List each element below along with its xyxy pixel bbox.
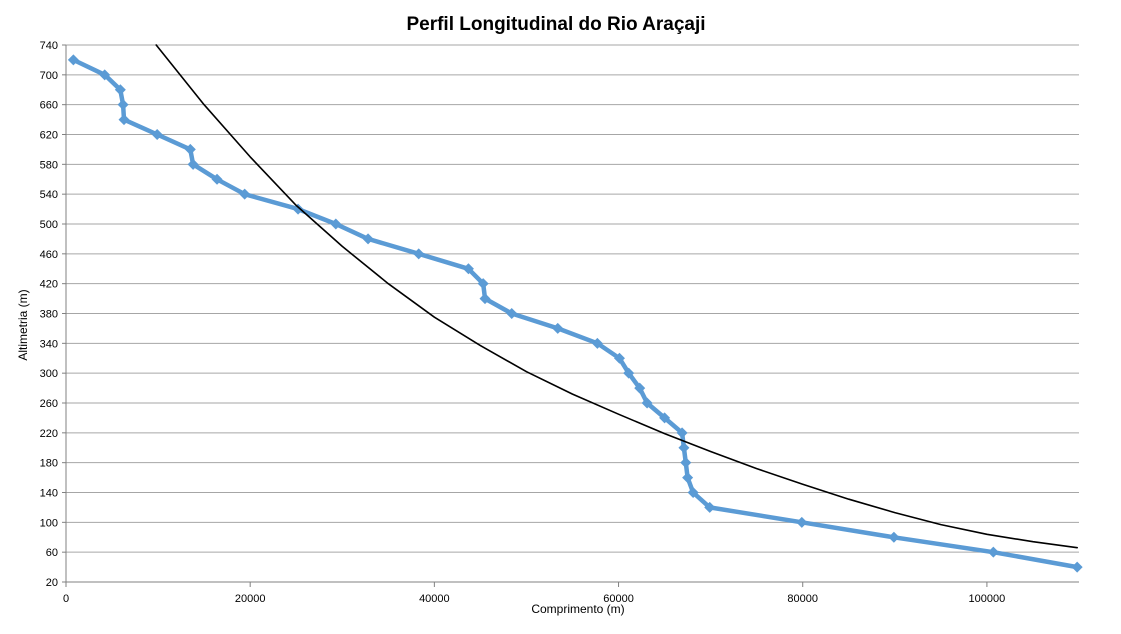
y-tick-label: 700 — [40, 70, 58, 82]
axes — [62, 44, 1079, 587]
y-tick-label: 100 — [40, 517, 58, 529]
y-tick-label: 180 — [40, 458, 58, 470]
y-tick-label: 460 — [40, 249, 58, 261]
profile-point-marker — [211, 173, 223, 185]
profile-point-marker — [680, 457, 692, 469]
data-series — [67, 44, 1083, 573]
y-tick-label: 540 — [40, 189, 58, 201]
profile-point-marker — [623, 367, 635, 379]
profile-point-marker — [506, 308, 518, 319]
x-tick-label: 60000 — [603, 593, 634, 605]
x-tick-labels: 0 20000 40000 60000 80000 100000 — [63, 593, 1005, 605]
y-tick-label: 620 — [40, 130, 58, 142]
y-tick-label: 340 — [40, 338, 58, 350]
profile-point-marker — [187, 158, 199, 170]
y-tick-label: 660 — [40, 100, 58, 112]
profile-point-marker — [413, 248, 425, 260]
chart-title: Perfil Longitudinal do Rio Araçaji — [406, 14, 705, 35]
y-tick-labels: 20 60 100 140 180 220 260 300 340 380 420 460 500 540… — [40, 40, 58, 589]
y-tick-label: 140 — [40, 488, 58, 500]
x-tick-label: 100000 — [969, 593, 1006, 605]
y-tick-label: 300 — [40, 368, 58, 380]
profile-point-marker — [987, 546, 999, 558]
profile-point-marker — [1071, 561, 1083, 573]
profile-point-marker — [362, 233, 374, 245]
y-tick-label: 20 — [46, 577, 58, 589]
profile-point-marker — [888, 531, 900, 543]
profile-point-marker — [477, 278, 489, 290]
profile-point-marker — [591, 337, 603, 349]
profile-point-marker — [682, 472, 694, 484]
y-axis-label: Altimetria (m) — [16, 289, 30, 360]
profile-point-marker — [479, 293, 491, 305]
profile-point-marker — [67, 54, 79, 66]
profile-point-marker — [117, 99, 129, 111]
profile-point-marker — [796, 516, 808, 528]
profile-point-marker — [114, 84, 126, 96]
trend-curve-line — [155, 44, 1078, 549]
x-axis-label: Comprimento (m) — [531, 602, 624, 616]
profile-point-marker — [676, 427, 688, 439]
y-tick-label: 260 — [40, 398, 58, 410]
x-tick-label: 40000 — [419, 593, 450, 605]
profile-point-marker — [462, 263, 474, 275]
profile-point-marker — [687, 487, 699, 498]
x-tick-label: 0 — [63, 593, 69, 605]
profile-point-marker — [704, 501, 716, 513]
profile-point-marker — [118, 114, 130, 126]
y-tick-label: 500 — [40, 219, 58, 231]
y-tick-label: 220 — [40, 428, 58, 440]
y-tick-label: 60 — [46, 547, 58, 559]
y-tick-label: 420 — [40, 279, 58, 291]
profile-point-marker — [151, 129, 163, 140]
profile-point-marker — [292, 203, 304, 215]
y-tick-label: 740 — [40, 40, 58, 52]
profile-point-marker — [552, 322, 564, 334]
profile-point-marker — [641, 397, 653, 409]
gridlines — [66, 44, 1079, 553]
x-tick-label: 80000 — [787, 593, 818, 605]
profile-point-marker — [99, 69, 111, 81]
profile-point-marker — [634, 382, 646, 394]
profile-point-marker — [239, 188, 251, 200]
profile-point-marker — [659, 412, 671, 424]
profile-point-marker — [330, 218, 342, 230]
profile-point-marker — [184, 143, 196, 155]
profile-point-marker — [678, 442, 690, 454]
y-tick-label: 580 — [40, 159, 58, 171]
profile-point-marker — [613, 352, 625, 364]
x-tick-label: 20000 — [235, 593, 266, 605]
y-tick-label: 380 — [40, 309, 58, 321]
